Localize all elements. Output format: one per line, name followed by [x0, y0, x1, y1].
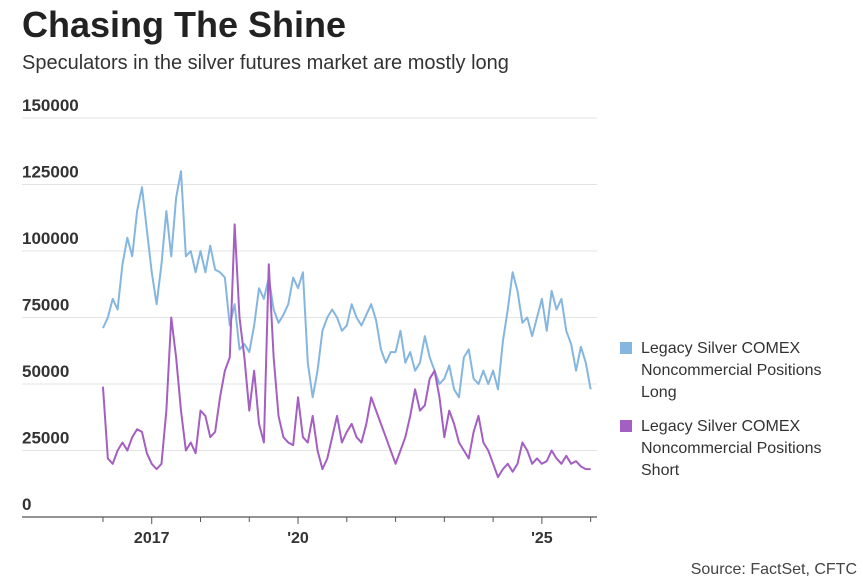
y-tick-label: 75000 [22, 296, 69, 315]
y-tick-label: 0 [22, 495, 31, 514]
source-note: Source: FactSet, CFTC [690, 561, 857, 578]
y-tick-label: 100000 [22, 229, 79, 248]
x-tick-label: '25 [531, 530, 553, 547]
x-tick-label: '20 [287, 530, 309, 547]
y-tick-label: 50000 [22, 362, 69, 381]
line-series [101, 223, 591, 479]
legend-label: Legacy Silver COMEX Noncommercial Positi… [641, 340, 822, 401]
legend-item: Legacy Silver COMEX Noncommercial Positi… [620, 338, 850, 404]
legend-label: Legacy Silver COMEX Noncommercial Positi… [641, 418, 822, 479]
legend-swatch [620, 342, 632, 354]
chart-title: Chasing The Shine [22, 4, 347, 45]
legend: Legacy Silver COMEX Noncommercial Positi… [620, 338, 850, 494]
y-tick-label: 25000 [22, 429, 69, 448]
line-series [102, 170, 592, 399]
y-tick-label: 125000 [22, 163, 79, 182]
legend-swatch [620, 420, 632, 432]
x-tick-label: 2017 [134, 530, 170, 547]
y-tick-label: 150000 [22, 96, 79, 115]
legend-item: Legacy Silver COMEX Noncommercial Positi… [620, 416, 850, 482]
chart-subtitle: Speculators in the silver futures market… [22, 52, 509, 74]
